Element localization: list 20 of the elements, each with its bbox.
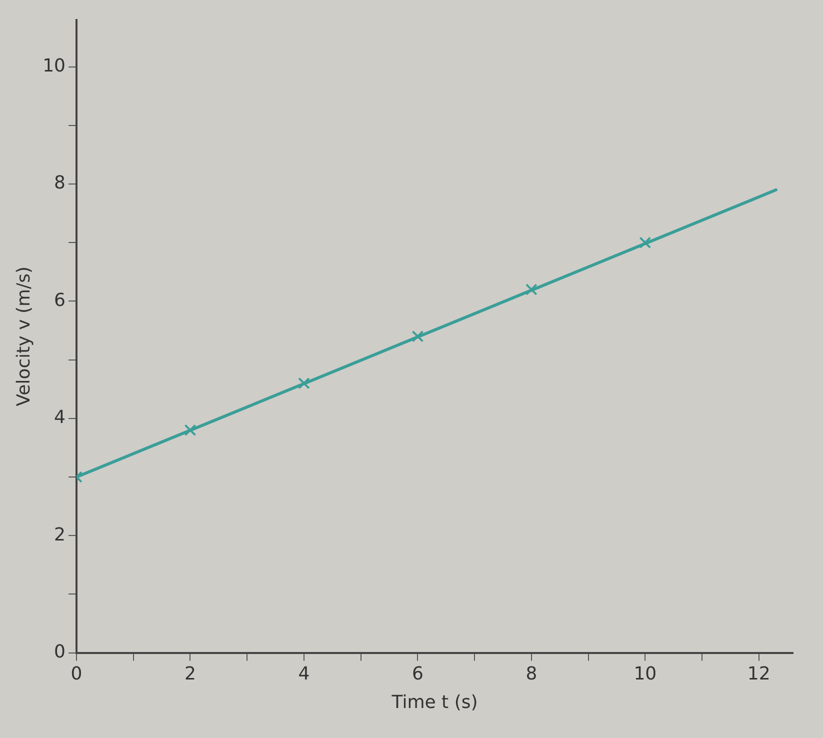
x-tick-label: 6 bbox=[412, 663, 424, 684]
y-tick-label: 8 bbox=[54, 172, 66, 194]
x-tick-label: 12 bbox=[747, 663, 770, 684]
x-axis-title: Time t (s) bbox=[390, 692, 478, 713]
point bbox=[412, 330, 424, 342]
y-axis-title: Velocity v (m/s) bbox=[13, 266, 34, 406]
y-tick-label: 6 bbox=[54, 290, 66, 311]
point bbox=[298, 377, 310, 390]
x-tick-label: 4 bbox=[298, 663, 310, 684]
y-tick-label: 10 bbox=[42, 56, 66, 77]
y-tick-label: 0 bbox=[54, 641, 66, 662]
x-tick-label: 8 bbox=[526, 663, 538, 684]
x-tick-label: 0 bbox=[70, 663, 82, 684]
y-tick-label: 2 bbox=[54, 524, 66, 546]
x-tick-label: 2 bbox=[184, 663, 196, 684]
y-tick-label: 4 bbox=[54, 407, 66, 428]
point bbox=[525, 284, 538, 296]
point bbox=[639, 236, 652, 249]
point bbox=[184, 424, 196, 436]
x-tick-label: 10 bbox=[634, 663, 657, 684]
